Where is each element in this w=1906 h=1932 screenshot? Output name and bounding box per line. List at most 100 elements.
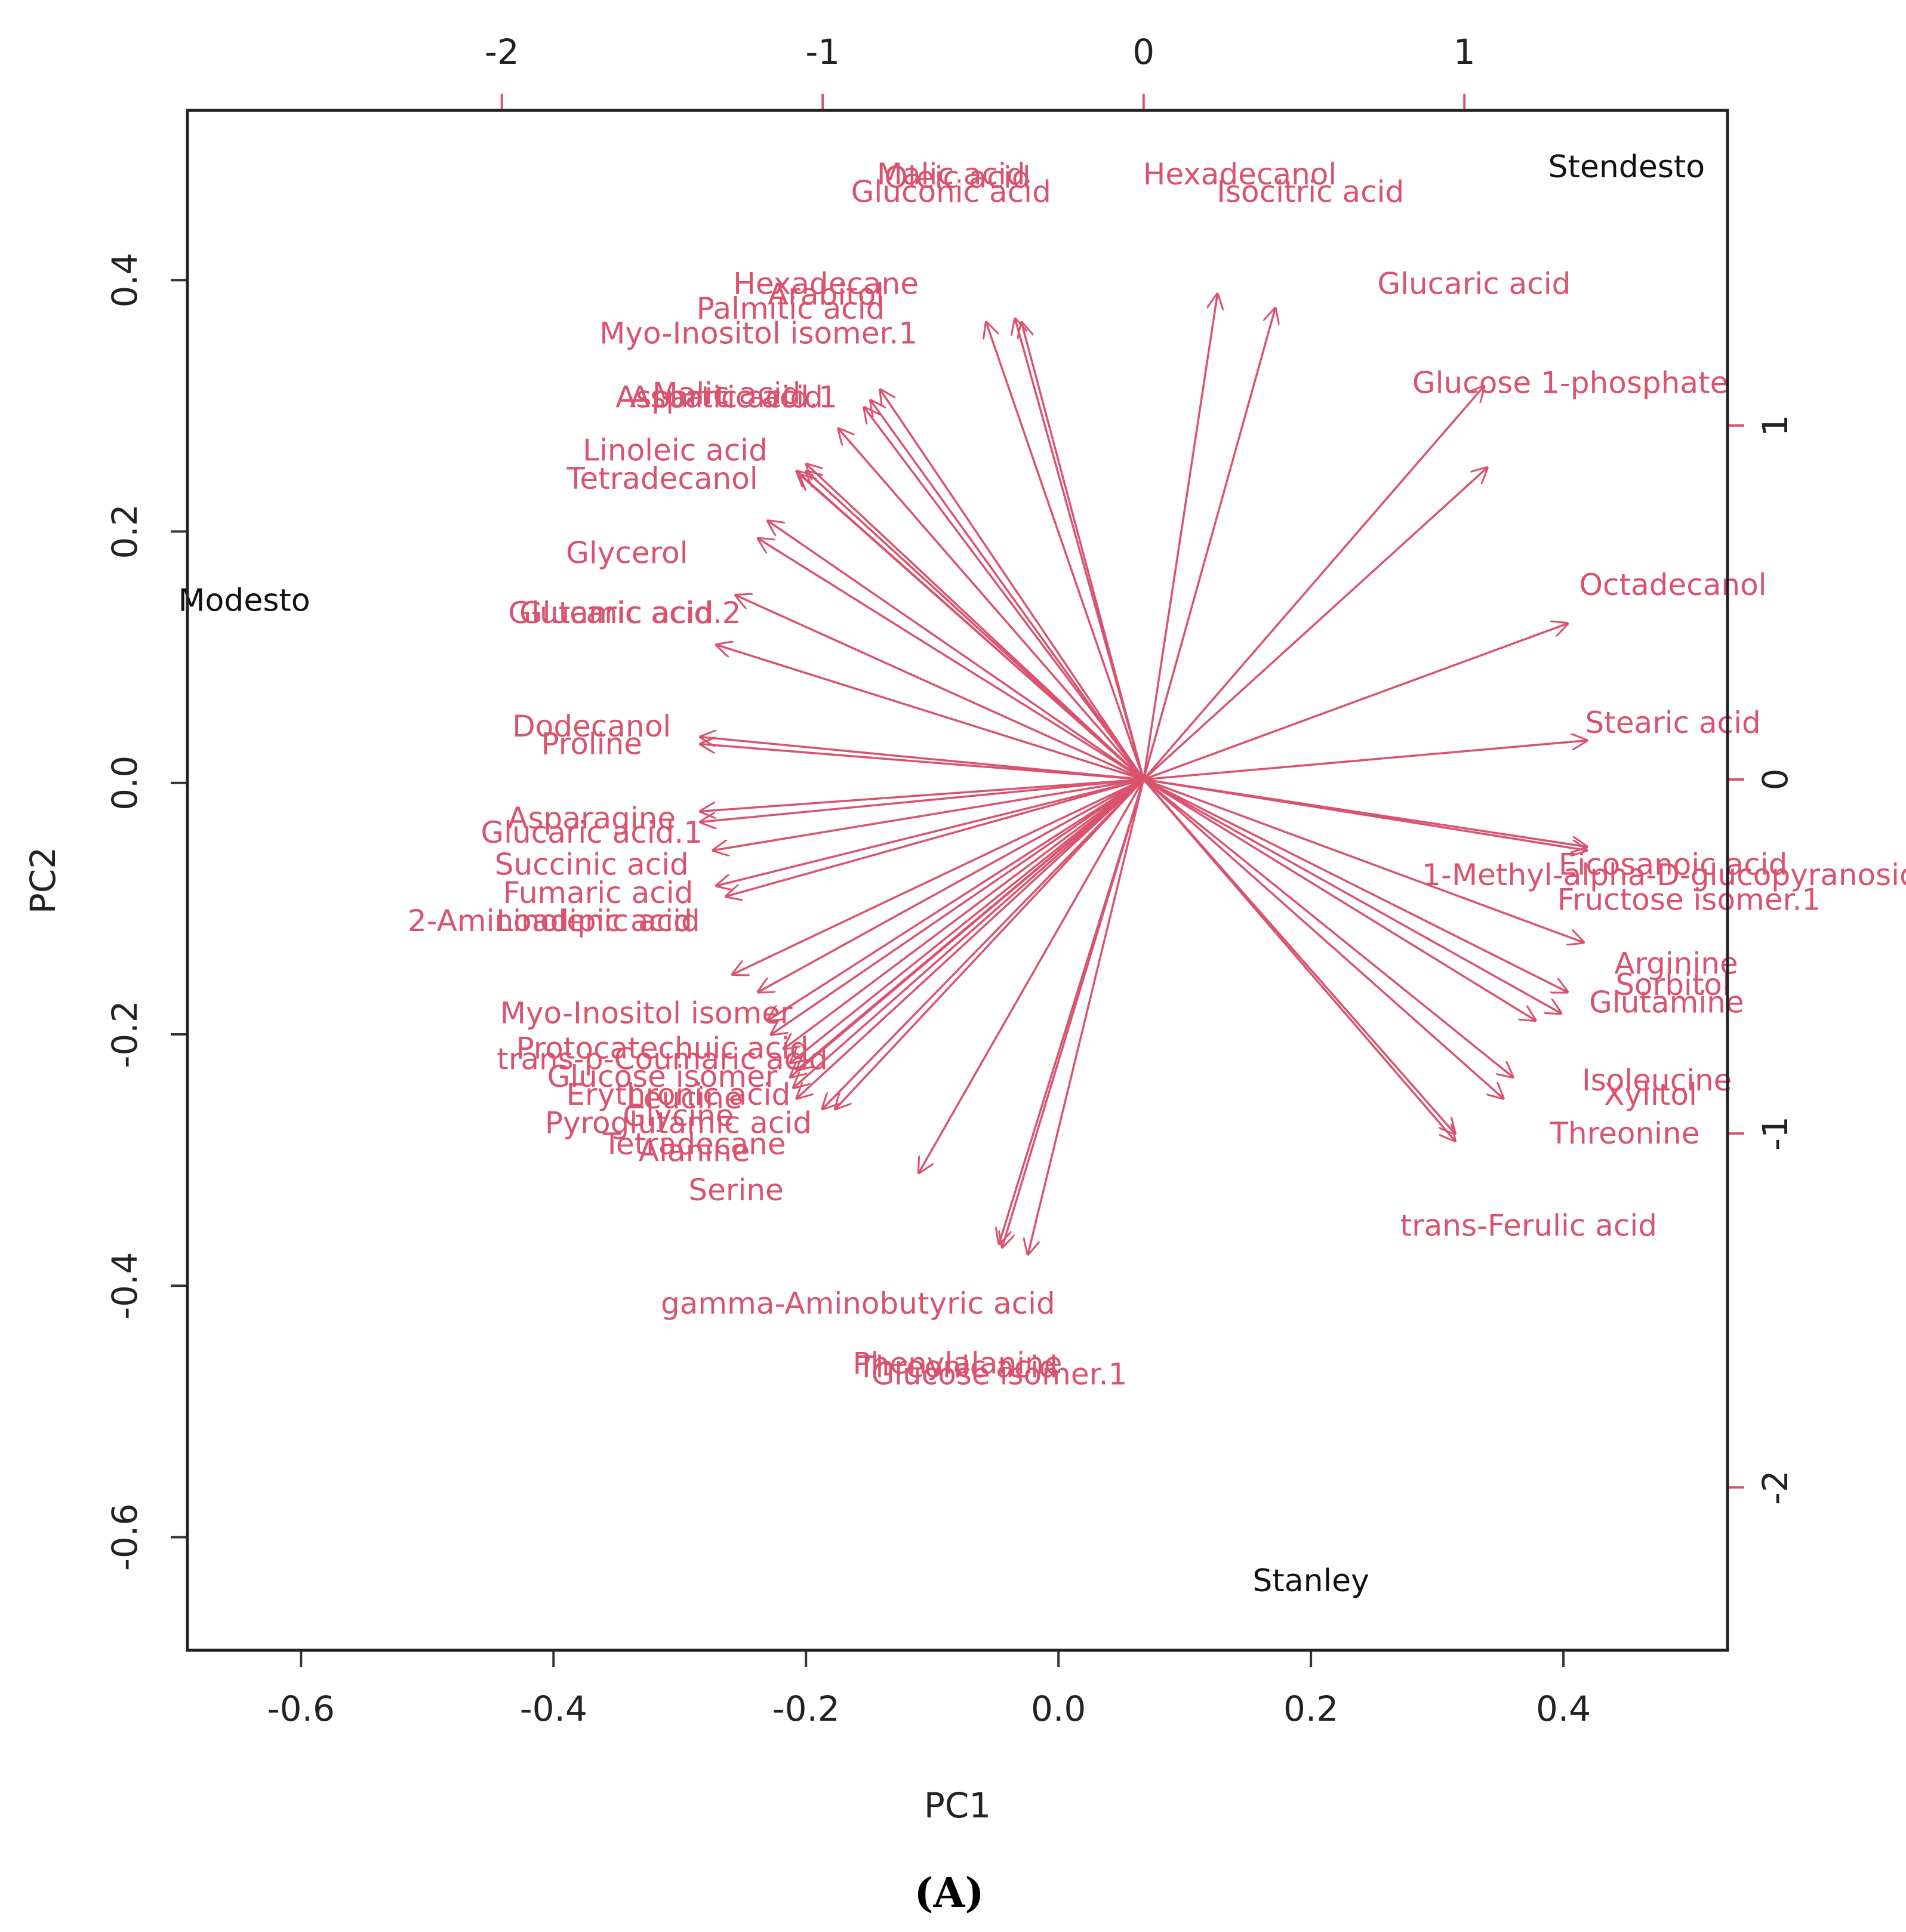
loading-label: Erythronic acid: [566, 1077, 790, 1112]
loading-label: trans-p-Coumaric acid: [497, 1042, 828, 1077]
loading-label: gamma-Aminobutyric acid: [661, 1286, 1055, 1321]
loading-label: Fructose isomer.1: [1557, 883, 1821, 917]
loading-arrow: [768, 778, 1144, 1020]
top-axis-tick-label: -2: [485, 32, 519, 72]
loading-label: Pyroglutamic acid: [545, 1105, 812, 1140]
loading-arrow: [733, 778, 1144, 974]
loading-label: Myo-Inositol isomer: [500, 996, 793, 1030]
loading-label: Alanine: [639, 1134, 750, 1169]
loading-label: Succinic acid: [495, 847, 689, 882]
loading-label: trans-Ferulic acid: [1400, 1208, 1657, 1243]
loading-arrow: [759, 539, 1144, 781]
loading-arrow: [717, 645, 1144, 781]
loading-label: Glucose isomer.1: [871, 1357, 1127, 1391]
bottom-axis-tick-label: 0.0: [1031, 1688, 1086, 1729]
loading-label: Arginine: [1614, 946, 1738, 981]
loading-label: Glutamic acid: [508, 596, 713, 630]
loading-label: Glycerol: [566, 535, 688, 570]
loading-label: Isoleucine: [1582, 1063, 1732, 1098]
loading-label: Leucine: [627, 1081, 742, 1116]
loading-label: Threonine: [1549, 1116, 1699, 1151]
left-axis-tick-label: 0.4: [104, 252, 145, 307]
loading-label: Phenylalanine: [853, 1346, 1063, 1381]
top-axis-tick-label: 0: [1132, 32, 1154, 72]
loading-label: Tetradecanol: [566, 461, 758, 496]
loading-label: Arabitol: [768, 277, 884, 312]
loading-label: 1-Methyl-alpha-D-glucopyranoside: [1422, 858, 1906, 892]
top-axis-tick-label: -1: [805, 32, 840, 72]
loading-arrow: [791, 778, 1144, 1077]
loading-arrow: [701, 737, 1144, 781]
top-axis-tick-label: 1: [1454, 32, 1476, 72]
loading-arrow: [714, 778, 1144, 851]
loading-label: Octadecanol: [1579, 568, 1767, 602]
loading-arrow: [806, 472, 1144, 781]
bottom-axis-tick-label: 0.2: [1283, 1688, 1338, 1729]
loading-arrow: [1143, 778, 1568, 992]
loading-arrow: [1143, 778, 1503, 1098]
loading-label: Protocatechuic acid: [516, 1031, 809, 1066]
loading-arrow: [726, 778, 1144, 896]
loading-arrow: [791, 778, 1144, 1062]
loading-arrow: [871, 400, 1145, 780]
loading-label: Sorbitol: [1615, 967, 1731, 1002]
loading-arrow: [1015, 319, 1145, 780]
left-axis-tick-label: -0.4: [104, 1252, 145, 1320]
loading-label: Glucaric acid.2: [519, 596, 741, 630]
loading-label: Dodecanol: [512, 709, 671, 744]
loading-arrow: [701, 744, 1144, 781]
loading-arrow: [986, 323, 1145, 780]
loading-label: Eicosanoic acid: [1559, 847, 1788, 882]
loading-arrow: [1143, 294, 1218, 780]
loading-label: Xylitol: [1604, 1077, 1697, 1112]
loading-arrow: [784, 778, 1144, 1049]
loading-arrow: [1143, 468, 1487, 781]
loading-label: Glucose isomer: [547, 1059, 778, 1094]
sample-label: Modesto: [178, 583, 310, 618]
loading-label: 2-Aminoadipic acid: [408, 904, 692, 938]
loading-arrow: [1143, 778, 1455, 1141]
loading-label: Glutamine: [1589, 985, 1744, 1020]
loading-arrow: [839, 429, 1145, 781]
bottom-axis-tick-label: -0.2: [772, 1688, 840, 1729]
sample-labels: Stendesto Modesto Stanley: [178, 149, 1705, 1599]
loading-arrow: [1002, 779, 1145, 1247]
loading-label: Palmitic acid: [697, 291, 885, 326]
loading-label: Gluconic acid: [851, 174, 1051, 209]
left-axis-tick-label: -0.6: [104, 1503, 145, 1571]
loading-label: Tetradecane: [602, 1127, 786, 1161]
left-axis-tick-label: 0.2: [104, 504, 145, 559]
loading-arrow: [1143, 741, 1587, 781]
loading-label: Proline: [541, 727, 642, 762]
loading-arrow: [823, 778, 1145, 1109]
loading-arrow: [1143, 624, 1568, 781]
loading-label: Glucose 1-phosphate: [1412, 366, 1728, 400]
loading-arrow: [797, 778, 1144, 1098]
x-axis-title: PC1: [924, 1785, 991, 1826]
loading-label: Glycine: [623, 1098, 734, 1133]
right-axis-tick-label: 0: [1755, 769, 1796, 791]
loading-arrow: [759, 778, 1144, 992]
right-axis-tick-label: 1: [1755, 414, 1796, 436]
plot-frame: [186, 109, 1729, 1652]
loading-arrow: [1143, 778, 1561, 1013]
loading-arrow: [717, 778, 1144, 886]
loading-label: Serine: [688, 1173, 783, 1207]
loading-arrow: [736, 596, 1144, 781]
loading-arrow: [771, 778, 1144, 1034]
loading-label: Linolenic acid: [496, 904, 700, 938]
sample-label: Stendesto: [1548, 149, 1705, 185]
loading-arrow: [864, 408, 1145, 781]
loading-arrows: [701, 294, 1587, 1253]
loading-arrow: [880, 390, 1145, 780]
loading-label: Isocitric acid: [1217, 174, 1404, 209]
loading-label: Glucaric acid: [1377, 267, 1571, 301]
left-axis-tick-label: -0.2: [104, 1000, 145, 1068]
loading-arrow: [919, 779, 1145, 1172]
loading-arrow: [836, 778, 1145, 1109]
loading-label: Hexadecane: [733, 267, 919, 301]
loading-arrow: [1143, 778, 1535, 1020]
loading-label: Asparagine: [507, 801, 676, 836]
